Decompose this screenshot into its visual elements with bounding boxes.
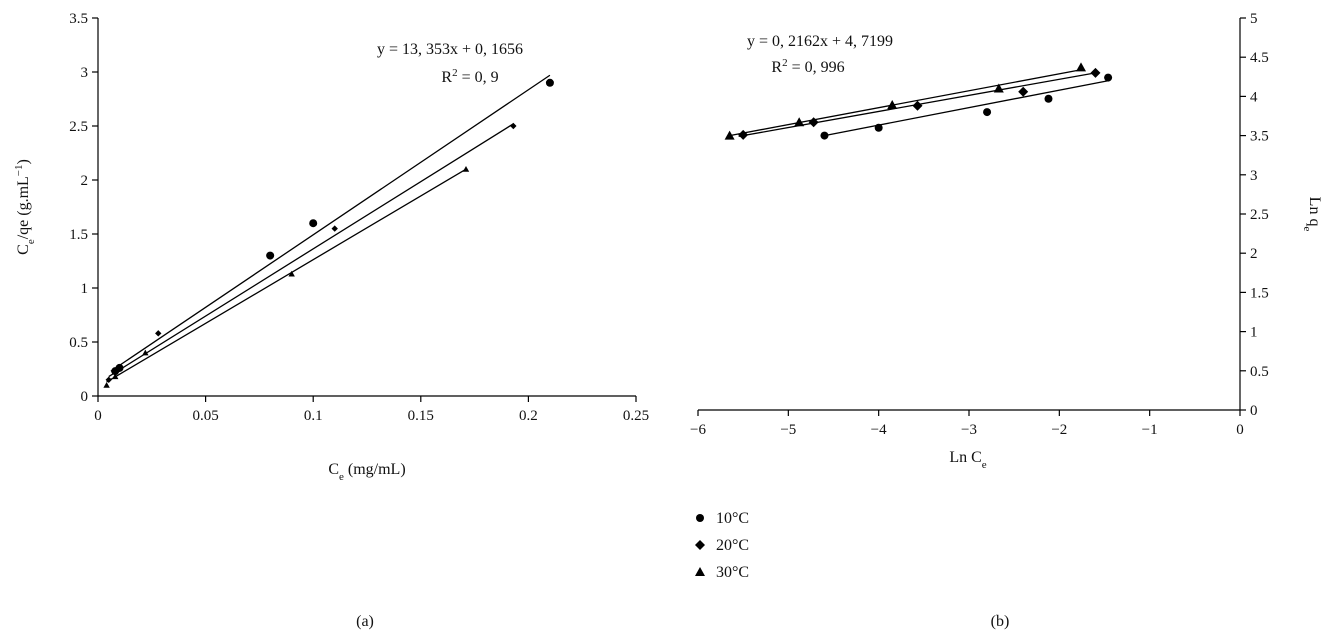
- panel-label-a: (a): [356, 613, 374, 630]
- regression-equation: y = 13, 353x + 0, 1656: [377, 41, 523, 58]
- data-point-triangle: [993, 83, 1004, 93]
- data-point-diamond: [116, 365, 123, 373]
- data-point-triangle: [724, 130, 735, 140]
- data-point-circle: [545, 78, 554, 87]
- y-tick-label: 1: [1250, 325, 1258, 341]
- fit-line-triangle: [729, 69, 1082, 137]
- data-point-triangle: [112, 373, 119, 380]
- legend-marker-diamond: [695, 540, 705, 550]
- data-point-circle: [820, 131, 829, 140]
- data-point-diamond: [105, 376, 112, 383]
- x-tick-label: −2: [1051, 422, 1067, 438]
- data-point-circle: [874, 123, 883, 132]
- y-axis-label: Ce/qe (g.mL−1): [13, 159, 37, 255]
- chart-b: −6 −5 −4 −3 −2 −1 00 0.5 1 1.5 2 2.5 3 3.5 4 4.5 5 Ln Ce L…: [690, 11, 1323, 471]
- x-tick-label: −1: [1142, 422, 1158, 438]
- y-tick-label: 3.5: [1250, 129, 1269, 145]
- x-tick-label: 0.25: [623, 408, 649, 424]
- fit-line-circle: [824, 80, 1109, 137]
- data-point-diamond: [1090, 67, 1101, 78]
- data-point-triangle: [794, 117, 805, 127]
- y-tick-label: 1.5: [69, 227, 88, 243]
- y-tick-label: 1.5: [1250, 285, 1269, 301]
- y-tick-label: 5: [1250, 11, 1258, 27]
- data-point-triangle: [462, 166, 470, 172]
- y-tick-label: 2: [1250, 246, 1258, 262]
- x-tick-label: −4: [871, 422, 887, 438]
- data-point-triangle: [142, 349, 149, 356]
- data-point-triangle: [1076, 62, 1087, 72]
- x-axis-label: Ce (mg/mL): [328, 461, 405, 483]
- r-squared-label: R2 = 0, 996: [771, 57, 844, 76]
- x-tick-label: −6: [690, 422, 706, 438]
- data-point-diamond: [331, 225, 338, 232]
- data-point-diamond: [912, 100, 923, 111]
- y-tick-label: 0: [81, 389, 89, 405]
- data-point-circle: [1104, 73, 1113, 82]
- y-tick-label: 0: [1250, 403, 1258, 419]
- data-point-diamond: [738, 129, 749, 140]
- x-tick-label: 0.05: [192, 408, 218, 424]
- legend-label: 30°C: [716, 564, 749, 581]
- data-point-circle: [983, 108, 992, 117]
- data-point-diamond: [112, 369, 119, 376]
- y-tick-label: 2.5: [69, 119, 88, 135]
- y-tick-label: 1: [81, 281, 89, 297]
- r-squared-label: R2 = 0, 9: [441, 67, 498, 86]
- x-tick-label: −3: [961, 422, 977, 438]
- panel-label-b: (b): [991, 613, 1010, 630]
- legend-label: 10°C: [716, 510, 749, 527]
- fit-line-diamond: [108, 123, 514, 378]
- data-point-triangle: [887, 100, 898, 110]
- legend-label: 20°C: [716, 537, 749, 554]
- y-tick-label: 3: [81, 65, 89, 81]
- legend-marker-circle: [696, 514, 704, 522]
- x-tick-label: 0: [1236, 422, 1244, 438]
- fit-line-circle: [110, 74, 551, 372]
- y-axis-label: Ln qe: [1301, 197, 1323, 232]
- y-tick-label: 2.5: [1250, 207, 1269, 223]
- y-tick-label: 4.5: [1250, 50, 1269, 66]
- chart-a: 0 0.05 0.1 0.15 0.2 0.25 0 0.5 1 1.5 2 2.5 3 3.5 Ce (m…: [13, 11, 649, 483]
- x-tick-label: 0.2: [519, 408, 538, 424]
- y-tick-label: 3: [1250, 168, 1258, 184]
- y-tick-label: 3.5: [69, 11, 88, 27]
- data-point-circle: [309, 219, 318, 228]
- data-point-circle: [266, 251, 275, 260]
- y-tick-label: 4: [1250, 89, 1258, 105]
- x-tick-label: 0.15: [408, 408, 434, 424]
- y-tick-label: 0.5: [1250, 364, 1269, 380]
- legend: 10°C 20°C 30°C: [695, 510, 749, 581]
- legend-marker-triangle: [695, 567, 705, 576]
- x-tick-label: −5: [780, 422, 796, 438]
- data-point-diamond: [155, 330, 162, 337]
- data-point-diamond: [510, 122, 517, 130]
- x-axis-label: Ln Ce: [949, 449, 986, 471]
- data-point-triangle: [103, 382, 110, 388]
- y-tick-label: 0.5: [69, 335, 88, 351]
- x-tick-label: 0: [94, 408, 102, 424]
- data-point-circle: [1044, 94, 1053, 103]
- data-point-triangle: [288, 270, 295, 277]
- regression-equation: y = 0, 2162x + 4, 7199: [747, 33, 893, 50]
- y-tick-label: 2: [81, 173, 89, 189]
- x-tick-label: 0.1: [304, 408, 323, 424]
- data-point-diamond: [1018, 86, 1029, 97]
- fit-line-triangle: [106, 168, 467, 383]
